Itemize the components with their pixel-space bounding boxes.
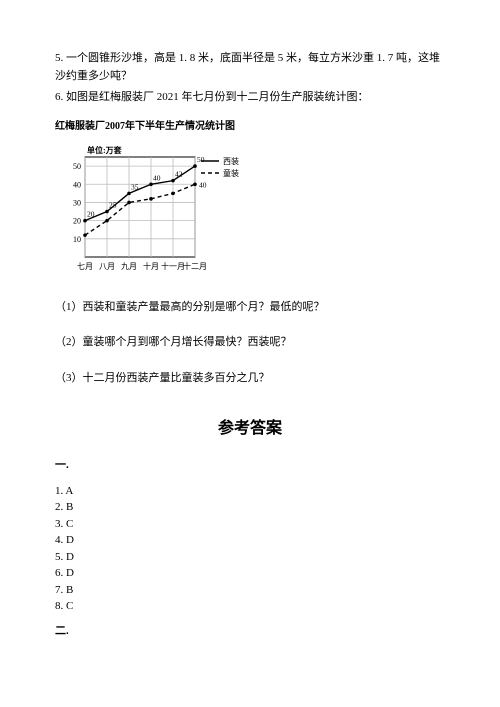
svg-text:30: 30 [73, 198, 81, 207]
answer-item: 2. B [55, 499, 445, 516]
svg-text:20: 20 [73, 216, 81, 225]
svg-text:25: 25 [109, 200, 117, 209]
svg-text:40: 40 [73, 180, 81, 189]
section-2-head: 二. [55, 623, 445, 641]
problem-5: 5. 一个圆锥形沙堆，高是 1. 8 米，底面半径是 5 米，每立方米沙重 1.… [55, 50, 445, 85]
svg-text:七月: 七月 [77, 262, 93, 271]
svg-text:十一月: 十一月 [161, 261, 185, 271]
answer-item: 1. A [55, 483, 445, 500]
svg-text:八月: 八月 [99, 262, 115, 271]
answer-item: 5. D [55, 549, 445, 566]
svg-text:40: 40 [199, 180, 207, 189]
svg-text:单位:万套: 单位:万套 [87, 145, 123, 155]
answer-list: 1. A 2. B 3. C 4. D 5. D 6. D 7. B 8. C [55, 483, 445, 615]
svg-text:40: 40 [153, 173, 161, 182]
answer-item: 7. B [55, 582, 445, 599]
answers-heading: 参考答案 [55, 416, 445, 442]
line-chart: 10 20 30 40 50 七月八月九月十月十一月十二月 单位:万套 20 25 35 40 42 5… [55, 139, 255, 279]
problem-6: 6. 如图是红梅服装厂 2021 年七月份到十二月份生产服装统计图： [55, 89, 445, 107]
svg-text:10: 10 [73, 235, 81, 244]
svg-text:50: 50 [73, 162, 81, 171]
svg-text:50: 50 [197, 155, 205, 164]
question-2: （2）童装哪个月到哪个月增长得最快？西装呢？ [55, 334, 445, 352]
chart-container: 10 20 30 40 50 七月八月九月十月十一月十二月 单位:万套 20 25 35 40 42 5… [55, 139, 445, 279]
answer-item: 4. D [55, 532, 445, 549]
question-1: （1）西装和童装产量最高的分别是哪个月？最低的呢？ [55, 299, 445, 317]
svg-text:十二月: 十二月 [183, 261, 207, 271]
svg-text:九月: 九月 [121, 262, 137, 271]
svg-text:童装: 童装 [223, 168, 239, 178]
svg-text:42: 42 [175, 169, 183, 178]
svg-text:20: 20 [87, 209, 95, 218]
svg-text:西装: 西装 [223, 156, 239, 166]
question-3: （3）十二月份西装产量比童装多百分之几？ [55, 370, 445, 388]
answer-item: 6. D [55, 565, 445, 582]
answer-item: 3. C [55, 516, 445, 533]
svg-text:十月: 十月 [143, 261, 159, 271]
chart-title: 红梅服装厂2007年下半年生产情况统计图 [55, 119, 445, 135]
svg-text:35: 35 [131, 182, 139, 191]
section-1-head: 一. [55, 457, 445, 475]
answer-item: 8. C [55, 598, 445, 615]
